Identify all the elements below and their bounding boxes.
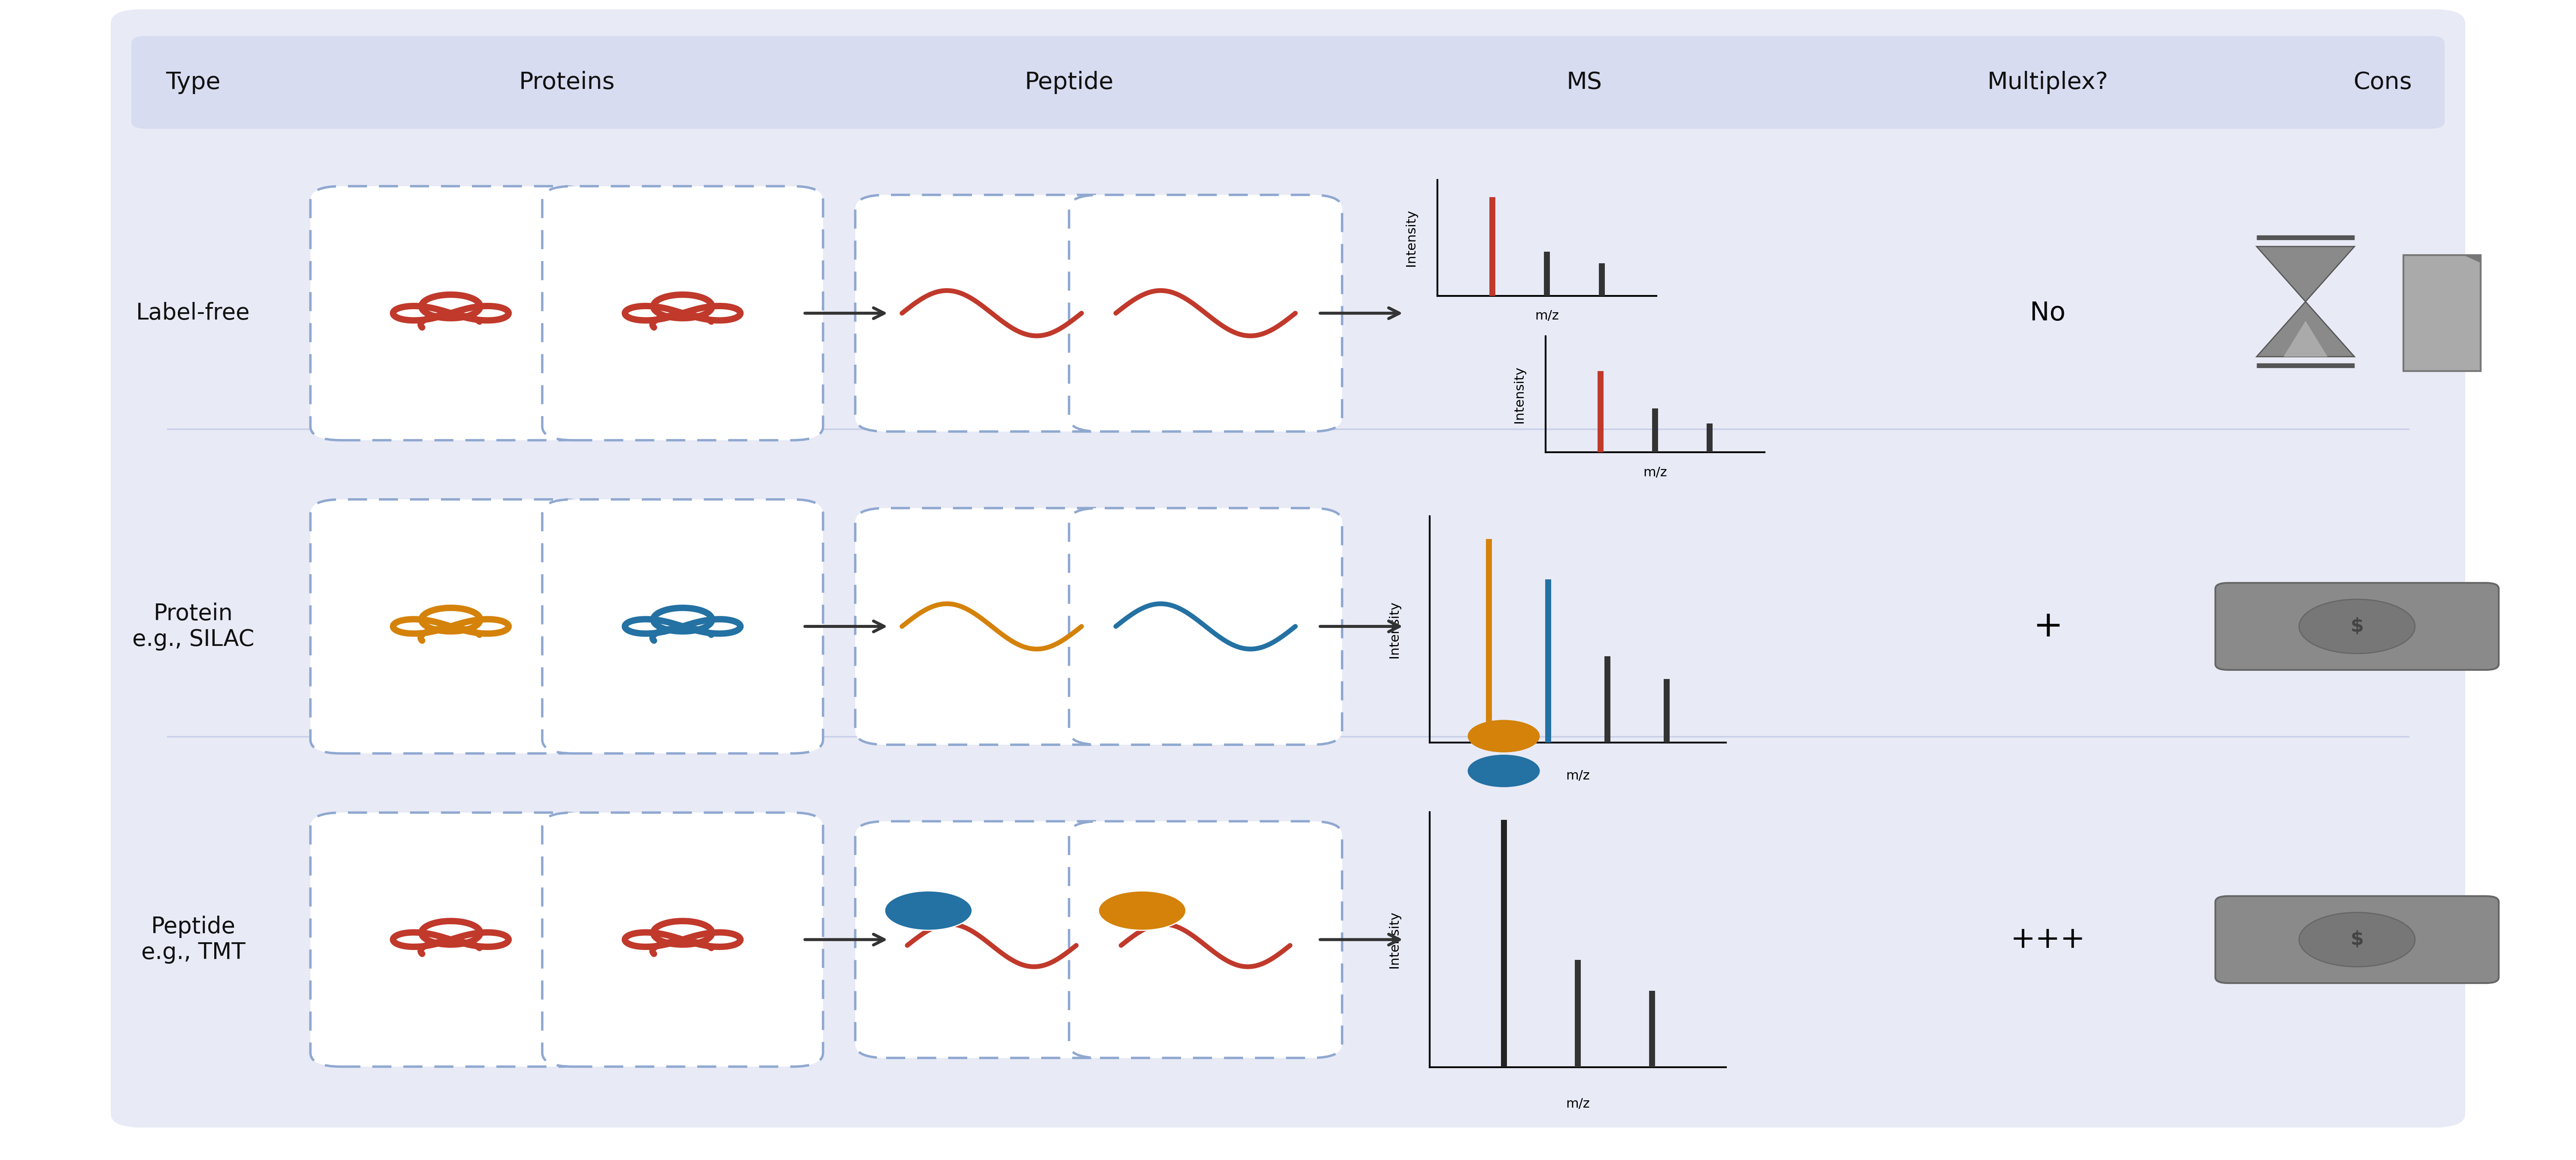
- Polygon shape: [2257, 302, 2354, 356]
- Text: MS: MS: [1566, 71, 1602, 94]
- Text: m/z: m/z: [1535, 310, 1558, 322]
- Text: Protein
e.g., SILAC: Protein e.g., SILAC: [131, 602, 255, 651]
- FancyBboxPatch shape: [541, 187, 824, 441]
- Text: Peptide: Peptide: [1025, 71, 1113, 94]
- Circle shape: [1468, 720, 1540, 753]
- FancyBboxPatch shape: [111, 9, 2465, 1128]
- Text: Intensity: Intensity: [1388, 911, 1401, 969]
- FancyBboxPatch shape: [1069, 821, 1342, 1058]
- Text: Multiplex?: Multiplex?: [1989, 71, 2107, 94]
- Text: Intensity: Intensity: [1512, 365, 1525, 423]
- Circle shape: [1468, 755, 1540, 788]
- FancyBboxPatch shape: [309, 187, 590, 441]
- FancyBboxPatch shape: [1069, 508, 1342, 745]
- Polygon shape: [2463, 255, 2481, 263]
- FancyBboxPatch shape: [855, 821, 1128, 1058]
- Text: Intensity: Intensity: [1388, 601, 1401, 658]
- Text: $: $: [2349, 930, 2365, 949]
- Ellipse shape: [2298, 600, 2416, 653]
- Ellipse shape: [2298, 913, 2416, 966]
- Text: Intensity: Intensity: [1404, 209, 1417, 267]
- Text: No: No: [2030, 300, 2066, 326]
- FancyBboxPatch shape: [131, 36, 2445, 129]
- Text: Proteins: Proteins: [518, 71, 616, 94]
- Text: Type: Type: [165, 71, 222, 94]
- Text: +++: +++: [2009, 926, 2087, 954]
- Text: m/z: m/z: [1566, 1097, 1589, 1110]
- FancyBboxPatch shape: [309, 499, 590, 754]
- Circle shape: [1097, 891, 1185, 930]
- FancyBboxPatch shape: [541, 812, 824, 1067]
- Text: m/z: m/z: [1643, 466, 1667, 479]
- Text: Peptide
e.g., TMT: Peptide e.g., TMT: [142, 915, 245, 964]
- Text: m/z: m/z: [1566, 769, 1589, 782]
- FancyBboxPatch shape: [1069, 195, 1342, 432]
- FancyBboxPatch shape: [2215, 896, 2499, 984]
- Polygon shape: [2257, 247, 2354, 302]
- Text: Label-free: Label-free: [137, 302, 250, 325]
- FancyBboxPatch shape: [309, 812, 590, 1067]
- Text: Cons: Cons: [2354, 71, 2411, 94]
- Text: +: +: [2032, 609, 2063, 644]
- FancyBboxPatch shape: [855, 195, 1128, 432]
- FancyBboxPatch shape: [541, 499, 824, 754]
- FancyBboxPatch shape: [2215, 582, 2499, 670]
- Polygon shape: [2282, 321, 2329, 356]
- FancyBboxPatch shape: [2403, 255, 2481, 371]
- Text: $: $: [2349, 617, 2365, 636]
- Circle shape: [884, 891, 971, 930]
- FancyBboxPatch shape: [855, 508, 1128, 745]
